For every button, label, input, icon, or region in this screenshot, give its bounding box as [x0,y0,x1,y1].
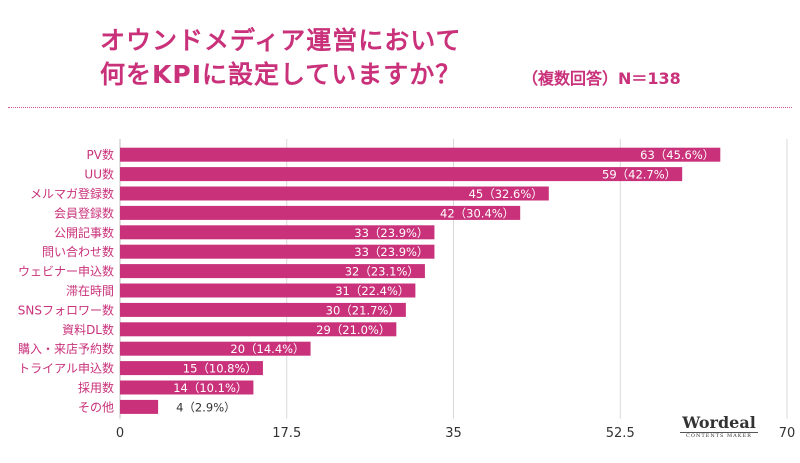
data-label: 45（32.6%） [469,187,543,201]
bar [120,147,721,162]
bar [120,264,425,279]
bar [120,302,406,317]
category-label: メルマガ登録数 [30,186,114,201]
x-tick-label: 70 [779,426,796,441]
data-label: 42（30.4%） [440,206,514,220]
data-label: 31（22.4%） [335,284,409,298]
x-tick-label: 17.5 [272,426,301,441]
category-label: PV数 [87,147,114,162]
bar [120,322,397,337]
data-label: 29（21.0%） [316,323,390,337]
data-label: 63（45.6%） [640,148,714,162]
data-label: 4（2.9%） [176,400,236,414]
category-label: ウェビナー申込数 [18,264,114,279]
bar [120,361,263,376]
data-label: 14（10.1%） [173,381,247,395]
category-label: 会員登録数 [54,205,114,220]
x-tick-label: 52.5 [606,426,635,441]
category-label: 公開記事数 [54,225,114,240]
logo-name: Wordeal [682,413,756,432]
logo-tagline: CONTENTS MAKER [680,432,758,440]
data-label: 33（23.9%） [354,245,428,259]
title-line-2: 何をKPIに設定していますか？ [100,60,462,89]
data-label: 15（10.8%） [183,362,257,376]
bar [120,225,435,240]
data-label: 32（23.1%） [345,265,419,279]
category-label: 問い合わせ数 [42,244,114,259]
category-label: 購入・来店予約数 [18,341,114,356]
bar [120,380,254,395]
bar [120,399,159,414]
category-label: トライアル申込数 [18,361,114,376]
title-divider [8,107,792,108]
category-label: その他 [78,400,114,414]
bar [120,205,521,220]
data-label: 30（21.7%） [326,303,400,317]
data-label: 20（14.4%） [230,342,304,356]
data-label: 33（23.9%） [354,226,428,240]
data-label: 59（42.7%） [602,168,676,182]
x-tick-label: 35 [445,426,462,441]
bar [120,186,549,201]
bar [120,341,311,356]
wordeal-logo: Wordeal CONTENTS MAKER [680,414,758,440]
sample-size-note: （複数回答）N＝138 [522,69,681,88]
x-tick-label: 0 [116,426,124,441]
category-label: 資料DL数 [62,322,114,337]
bar [120,167,683,182]
category-label: UU数 [84,167,114,182]
category-label: 滞在時間 [66,284,114,298]
bar [120,283,416,298]
category-label: 採用数 [78,380,114,395]
chart-title: オウンドメディア運営において 何をKPIに設定していますか？ [100,24,462,92]
title-line-1: オウンドメディア運営において [100,26,462,55]
category-label: SNSフォロワー数 [18,302,114,317]
bar [120,244,435,259]
